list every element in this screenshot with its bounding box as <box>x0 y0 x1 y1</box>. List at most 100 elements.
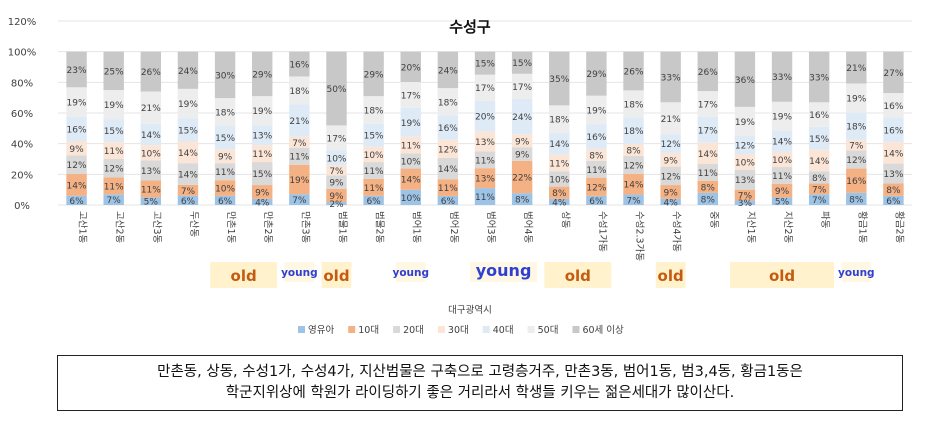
bar-segment <box>66 155 87 175</box>
data-label: 8% <box>515 196 530 206</box>
data-label: 9% <box>775 187 790 197</box>
data-label: 8% <box>626 146 641 156</box>
bar-segment <box>623 194 644 205</box>
bar-segment <box>586 148 607 161</box>
bar-segment <box>363 195 384 205</box>
bar-segment <box>660 134 681 153</box>
annotation-box <box>730 262 835 288</box>
data-label: 9% <box>664 188 679 198</box>
bar-segment <box>400 107 421 137</box>
bar-segment <box>734 189 756 201</box>
data-label: 6% <box>181 197 196 207</box>
bar-segment <box>883 183 904 196</box>
bar-segment <box>660 51 681 103</box>
caption-line-2: 학군지위상에 학원가 라이딩하기 좋은 거리라서 학생들 키우는 젊은세대가 많… <box>225 385 735 401</box>
bar-segment <box>140 145 162 161</box>
data-label: 11% <box>289 153 309 163</box>
bar-segment <box>808 126 830 150</box>
caption-box: 만촌동, 상동, 수성1가, 수성4가, 지산범물은 구축으로 고령층거주, 만… <box>57 355 903 411</box>
bar-segment <box>103 159 124 178</box>
data-label: 16% <box>586 133 606 143</box>
data-label: 6% <box>366 197 381 207</box>
data-label: 10% <box>326 154 346 164</box>
bar-segment <box>326 125 347 151</box>
data-label: 11% <box>549 159 569 169</box>
data-label: 14% <box>698 150 718 160</box>
bar-segment <box>252 198 273 205</box>
bar-segment <box>808 183 830 195</box>
bar-segment <box>660 185 681 199</box>
data-label: 50% <box>326 85 346 95</box>
bar-segment <box>771 130 793 152</box>
data-label: 14% <box>809 157 829 167</box>
legend-swatch <box>572 326 580 333</box>
bar-segment <box>214 149 236 164</box>
annotation-box <box>284 262 315 282</box>
bar-segment <box>623 51 644 91</box>
legend-label: 40대 <box>493 325 514 336</box>
bar-segment <box>289 51 310 77</box>
x-tick-label: 범어3동 <box>485 211 496 244</box>
bar-segment <box>697 142 718 165</box>
data-label: 7% <box>107 196 122 206</box>
data-label: 30% <box>215 71 235 81</box>
data-label: 11% <box>586 166 606 176</box>
x-tick-label: 수성1가동 <box>596 211 607 252</box>
x-tick-label: 만촌1동 <box>225 211 236 244</box>
bar-segment <box>511 51 533 74</box>
data-label: 14% <box>178 149 198 159</box>
legend-swatch <box>482 326 490 333</box>
data-label: 15% <box>809 135 829 145</box>
data-label: 17% <box>401 91 421 101</box>
data-label: 12% <box>661 140 681 150</box>
data-label: 20% <box>475 113 495 123</box>
data-label: 14% <box>178 171 198 181</box>
bar-segment <box>660 166 681 186</box>
legend-swatch <box>348 326 356 333</box>
bar-segment <box>734 51 756 107</box>
data-label: 15% <box>512 59 532 69</box>
data-label: 8% <box>552 189 567 199</box>
bar-segment <box>511 134 533 148</box>
data-label: 11% <box>438 184 458 194</box>
data-label: 7% <box>812 185 827 195</box>
bar-segment <box>771 197 793 205</box>
data-label: 11% <box>772 172 792 182</box>
data-label: 14% <box>624 181 644 191</box>
bar-segment <box>586 160 607 178</box>
data-label: 11% <box>364 167 384 177</box>
segment-labels: 6% 14% 12% 9% 16% 19% 23% 7% 11% 12% 11% 15% 19% 25% 5… <box>67 59 904 210</box>
annotation-label: young <box>476 261 532 280</box>
data-label: 11% <box>252 150 272 160</box>
bar-segment <box>697 180 718 193</box>
bar-segment <box>140 51 162 92</box>
data-label: 26% <box>698 68 718 78</box>
bar-segment <box>623 155 644 174</box>
legend-label: 30대 <box>448 325 469 336</box>
x-tick-label: 수성2.3가동 <box>634 211 645 261</box>
y-tick-label: 80% <box>11 78 33 89</box>
bar-segment <box>326 51 347 126</box>
data-label: 16% <box>883 126 903 136</box>
data-label: 10% <box>215 184 235 194</box>
data-label: 8% <box>701 183 716 193</box>
bar-segment <box>437 179 459 196</box>
bar-segment <box>511 193 533 205</box>
bar-segment <box>883 51 904 94</box>
bar-segment <box>289 76 310 105</box>
bar-segment <box>363 178 384 196</box>
data-label: 18% <box>846 123 866 133</box>
data-label: 8% <box>849 195 864 205</box>
x-tick-label: 수성4가동 <box>671 211 682 252</box>
bar-segment <box>660 102 681 135</box>
data-label: 10% <box>549 175 569 185</box>
data-label: 15% <box>475 60 495 70</box>
data-label: 12% <box>735 142 755 152</box>
bar-segment <box>437 157 459 180</box>
annotation-label: old <box>658 267 684 285</box>
bar-segment <box>734 200 756 205</box>
data-label: 19% <box>586 107 606 117</box>
legend-swatch <box>298 326 305 333</box>
data-label: 6% <box>218 197 233 207</box>
data-label: 19% <box>67 99 87 109</box>
